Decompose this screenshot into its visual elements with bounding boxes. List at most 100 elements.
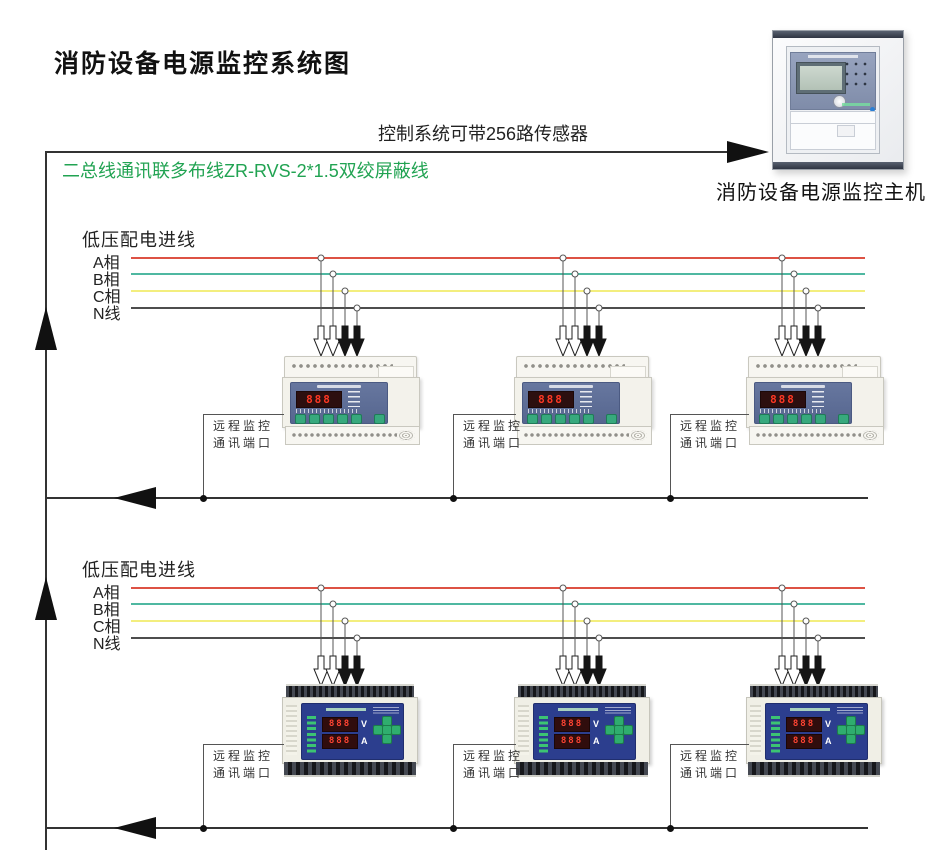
module-body: 888	[746, 377, 884, 428]
phase-tap-arrows-icon	[555, 584, 607, 687]
phase-n-line	[131, 637, 865, 639]
host-top-cap	[773, 31, 903, 38]
phase-b-label: B相	[93, 272, 120, 289]
comm-port-drop: 远程监控 通讯端口	[670, 744, 749, 828]
voltage-display: 888	[786, 717, 822, 732]
phase-n-label: N线	[93, 306, 121, 323]
comm-port-stub-line	[454, 744, 516, 745]
terminal-strip-bottom	[749, 426, 884, 445]
indicator-column	[348, 391, 360, 407]
indicator-column	[812, 391, 824, 407]
phase-a-line	[131, 257, 865, 259]
led-column	[771, 716, 780, 755]
module-title-mark	[781, 385, 825, 388]
heatsink-ribs	[286, 705, 297, 755]
current-display: 888	[322, 734, 358, 749]
comm-port-drop: 远程监控 通讯端口	[670, 414, 749, 498]
segment-display: 888	[760, 391, 806, 408]
phase-c-line	[131, 290, 865, 292]
scale-ticks	[760, 409, 822, 413]
led-column	[539, 716, 548, 755]
button-row	[295, 411, 385, 424]
comm-port-label-line2: 通讯端口	[680, 436, 741, 450]
comm-port-label: 远程监控 通讯端口	[680, 418, 740, 452]
junction-dot	[450, 495, 457, 502]
button-row	[759, 411, 849, 424]
voltage-unit-label: V	[593, 719, 600, 729]
module-body: 888 888 V A	[746, 697, 882, 764]
terminal-strip-bottom	[517, 426, 652, 445]
distribution-section-1: 低压配电进线 A相 B相 C相 N线 888	[0, 226, 946, 556]
segment-display: 888	[296, 391, 342, 408]
module-face-panel: 888	[522, 382, 620, 424]
module-body: 888 888 V A	[514, 697, 650, 764]
phase-tap-arrows-icon	[555, 254, 607, 357]
current-display: 888	[786, 734, 822, 749]
comm-port-label: 远程监控 通讯端口	[213, 418, 273, 452]
comm-port-stub-line	[454, 414, 516, 415]
comm-bus-line	[46, 497, 868, 499]
comm-port-label-line2: 通讯端口	[213, 436, 274, 450]
scale-ticks	[296, 409, 358, 413]
host-lcd	[796, 62, 846, 94]
current-unit-label: A	[361, 736, 368, 746]
comm-port-label: 远程监控 通讯端口	[213, 748, 273, 782]
voltage-display: 888	[322, 717, 358, 732]
phase-a-label: A相	[93, 255, 120, 272]
module-face-panel: 888 888 V A	[301, 703, 404, 760]
incoming-line-label: 低压配电进线	[82, 560, 196, 580]
host-indicator-grid	[845, 62, 871, 92]
voltage-sensor-module: 888 888 V A	[282, 684, 418, 777]
module-face-panel: 888 888 V A	[533, 703, 636, 760]
dpad-buttons	[605, 716, 633, 744]
monitoring-host-label: 消防设备电源监控主机	[716, 182, 926, 204]
junction-dot	[450, 825, 457, 832]
phase-n-label: N线	[93, 636, 121, 653]
heatsink-ribs	[750, 705, 761, 755]
dpad-buttons	[837, 716, 865, 744]
voltage-unit-label: V	[825, 719, 832, 729]
comm-port-label-line2: 通讯端口	[680, 766, 741, 780]
phase-tap-arrows-icon	[774, 254, 826, 357]
phase-b-line	[131, 273, 865, 275]
current-display: 888	[554, 734, 590, 749]
phase-c-label: C相	[93, 619, 121, 636]
incoming-line-label: 低压配电进线	[82, 230, 196, 250]
bus-wiring-note: 二总线通讯联多布线ZR-RVS-2*1.5双绞屏蔽线	[62, 161, 429, 181]
module-face-panel: 888	[754, 382, 852, 424]
arrow-left-icon	[114, 487, 156, 509]
monitoring-host-device	[772, 30, 904, 170]
module-body: 888	[282, 377, 420, 428]
host-bottom-cap	[773, 162, 903, 169]
comm-port-label-line1: 远程监控	[213, 419, 274, 433]
junction-dot	[200, 495, 207, 502]
comm-port-drop: 远程监控 通讯端口	[203, 414, 284, 498]
indicator-column	[580, 391, 592, 407]
voltage-sensor-module: 888 888 V A	[746, 684, 882, 777]
button-row	[527, 411, 617, 424]
scale-ticks	[528, 409, 590, 413]
voltage-sensor-module: 888 888 V A	[514, 684, 650, 777]
terminal-strip-bottom	[285, 426, 420, 445]
comm-port-label-line1: 远程监控	[680, 419, 741, 433]
phase-b-label: B相	[93, 602, 120, 619]
host-lcd-screen	[800, 66, 842, 90]
terminal-strip-top	[286, 684, 414, 699]
led-column	[307, 716, 316, 755]
terminal-strip-top	[518, 684, 646, 699]
power-monitor-module: 888	[514, 356, 652, 445]
phase-tap-arrows-icon	[313, 254, 365, 357]
phase-a-label: A相	[93, 585, 120, 602]
module-title-mark	[317, 385, 361, 388]
junction-dot	[667, 495, 674, 502]
sensor-capacity-note: 控制系统可带256路传感器	[378, 124, 589, 144]
terminal-strip-top	[516, 356, 649, 381]
phase-a-line	[131, 587, 865, 589]
module-body: 888	[514, 377, 652, 428]
module-face-panel: 888	[290, 382, 388, 424]
comm-port-stub-line	[204, 414, 284, 415]
terminal-strip-top	[284, 356, 417, 381]
segment-display: 888	[528, 391, 574, 408]
distribution-section-2: 低压配电进线 A相 B相 C相 N线 888 888 V A	[0, 556, 946, 854]
